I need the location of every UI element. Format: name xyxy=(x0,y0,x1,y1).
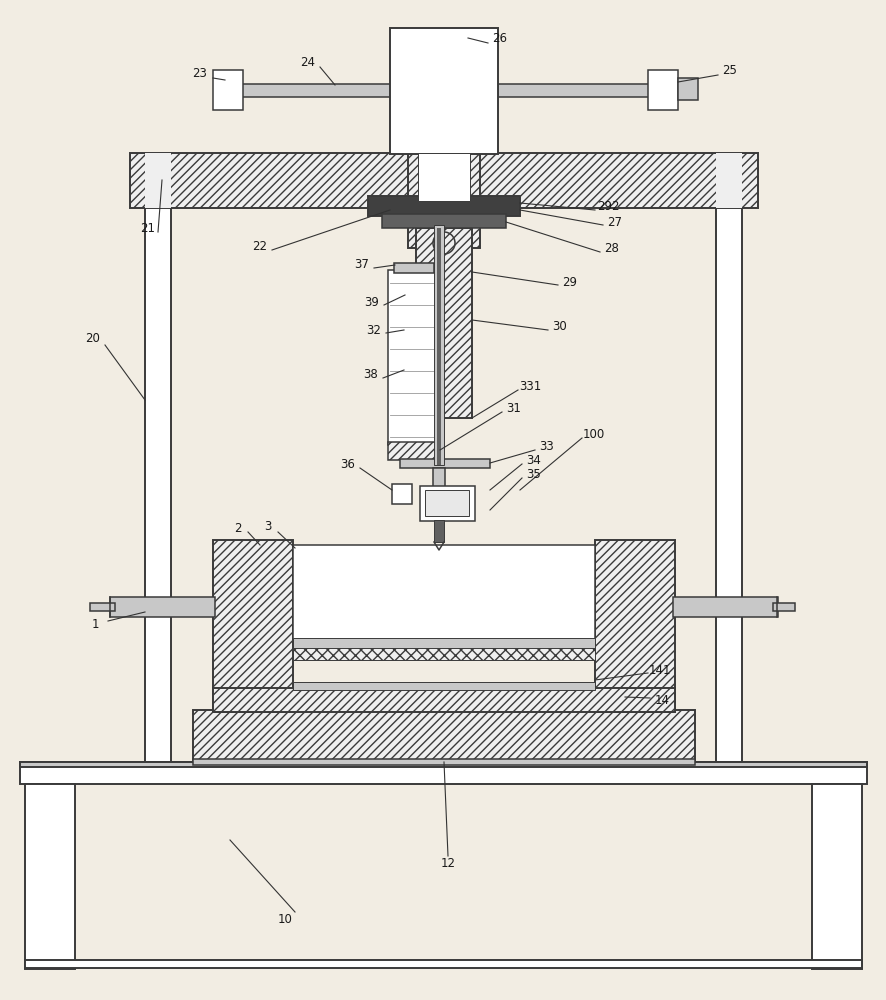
Text: 24: 24 xyxy=(300,56,315,69)
Bar xyxy=(193,759,695,765)
Text: 331: 331 xyxy=(518,380,540,393)
Bar xyxy=(292,545,595,645)
Text: 35: 35 xyxy=(526,468,540,482)
Bar xyxy=(89,603,115,611)
Text: 31: 31 xyxy=(506,401,521,414)
Text: 25: 25 xyxy=(722,64,736,77)
Text: 27: 27 xyxy=(607,216,622,229)
Bar xyxy=(213,540,292,712)
Text: 3: 3 xyxy=(264,520,271,534)
Bar xyxy=(715,158,742,762)
Bar xyxy=(130,153,758,208)
Bar xyxy=(392,484,411,504)
Text: 37: 37 xyxy=(354,258,369,271)
Bar xyxy=(417,153,470,201)
Bar xyxy=(25,784,75,969)
Bar xyxy=(292,648,595,660)
Text: 38: 38 xyxy=(363,368,378,381)
Bar xyxy=(387,270,439,445)
Bar xyxy=(677,78,697,100)
Bar xyxy=(229,84,392,97)
Bar xyxy=(433,225,444,465)
Bar xyxy=(20,762,866,784)
Bar xyxy=(400,459,489,468)
Text: 32: 32 xyxy=(366,324,381,336)
Bar xyxy=(110,597,214,617)
Bar xyxy=(213,70,243,110)
Bar xyxy=(25,960,861,968)
Bar xyxy=(193,710,695,762)
Text: 12: 12 xyxy=(440,857,455,870)
Text: 14: 14 xyxy=(654,694,669,706)
Text: 36: 36 xyxy=(340,458,355,472)
Text: 26: 26 xyxy=(492,32,507,45)
Bar xyxy=(772,603,794,611)
Bar xyxy=(393,263,433,273)
Text: 2: 2 xyxy=(234,522,242,534)
Text: 39: 39 xyxy=(364,296,379,308)
Bar xyxy=(368,196,519,216)
Bar xyxy=(292,682,595,690)
Bar xyxy=(213,688,674,712)
Text: 29: 29 xyxy=(562,275,577,288)
Text: 21: 21 xyxy=(140,222,155,234)
Bar xyxy=(437,228,440,465)
Bar xyxy=(144,153,171,208)
Text: 22: 22 xyxy=(253,240,268,253)
Bar xyxy=(432,468,445,488)
Bar xyxy=(20,762,866,767)
Text: 1: 1 xyxy=(91,618,98,632)
Bar xyxy=(811,784,861,969)
Bar xyxy=(387,442,439,460)
Bar xyxy=(648,70,677,110)
Bar xyxy=(144,158,171,762)
Bar xyxy=(292,638,595,650)
Text: 33: 33 xyxy=(539,440,554,454)
Text: 10: 10 xyxy=(277,913,292,926)
Text: 28: 28 xyxy=(604,242,618,255)
Text: 100: 100 xyxy=(582,428,604,442)
Text: 141: 141 xyxy=(648,664,671,676)
Bar xyxy=(382,214,505,228)
Bar xyxy=(497,84,660,97)
Bar xyxy=(672,597,777,617)
Text: 34: 34 xyxy=(526,454,540,468)
Text: 292: 292 xyxy=(596,200,618,213)
Bar xyxy=(433,520,444,542)
Bar xyxy=(424,490,469,516)
Text: 23: 23 xyxy=(192,67,207,80)
Bar xyxy=(408,153,479,248)
Bar xyxy=(405,153,485,208)
Bar xyxy=(416,228,471,418)
Bar xyxy=(595,540,674,712)
Bar xyxy=(715,153,742,208)
Bar xyxy=(420,486,475,521)
Text: 20: 20 xyxy=(85,332,100,344)
Bar xyxy=(390,28,497,154)
Text: 30: 30 xyxy=(552,320,567,334)
